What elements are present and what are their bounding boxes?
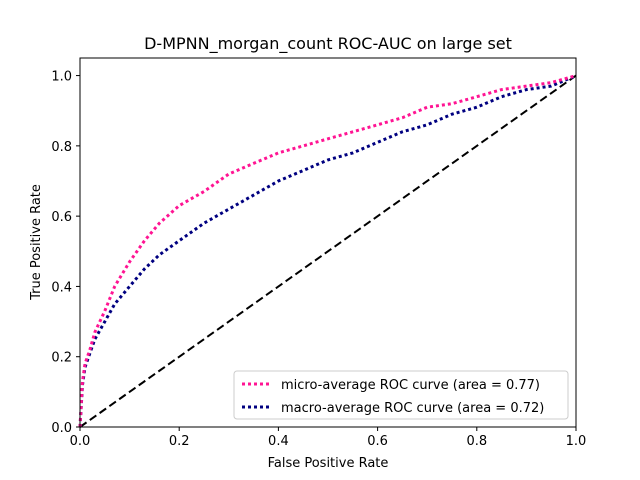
x-tick-label: 0.6: [367, 434, 388, 449]
macro-average-roc-line: [78, 74, 577, 428]
y-tick-label: 0.8: [51, 140, 72, 155]
x-tick-label: 1.0: [566, 434, 587, 449]
x-tick-label: 0.8: [466, 434, 487, 449]
x-tick-label: 0.2: [169, 434, 190, 449]
legend-box: [233, 370, 569, 420]
plot-area: [78, 74, 577, 428]
x-axis: 0.0 0.2 0.4 0.6 0.8 1.0: [70, 427, 587, 449]
legend-label-micro: micro-average ROC curve (area = 0.77): [281, 378, 540, 393]
y-axis-label: True Positive Rate: [29, 184, 44, 301]
chart-title: D-MPNN_morgan_count ROC-AUC on large set: [144, 34, 512, 54]
y-tick-label: 0.6: [51, 210, 72, 225]
y-axis: 0.0 0.2 0.4 0.6 0.8 1.0: [51, 70, 80, 436]
chance-diagonal-line: [79, 74, 577, 428]
micro-average-roc-line: [78, 74, 577, 428]
x-axis-label: False Positive Rate: [268, 456, 389, 471]
legend: micro-average ROC curve (area = 0.77) ma…: [233, 370, 569, 420]
y-tick-label: 1.0: [51, 70, 72, 85]
x-tick-label: 0.4: [268, 434, 289, 449]
axes-frame: [79, 57, 577, 428]
legend-label-macro: macro-average ROC curve (area = 0.72): [281, 401, 544, 416]
y-tick-label: 0.0: [51, 421, 72, 436]
y-tick-label: 0.2: [51, 351, 72, 366]
y-tick-label: 0.4: [51, 280, 72, 295]
x-tick-label: 0.0: [70, 434, 91, 449]
